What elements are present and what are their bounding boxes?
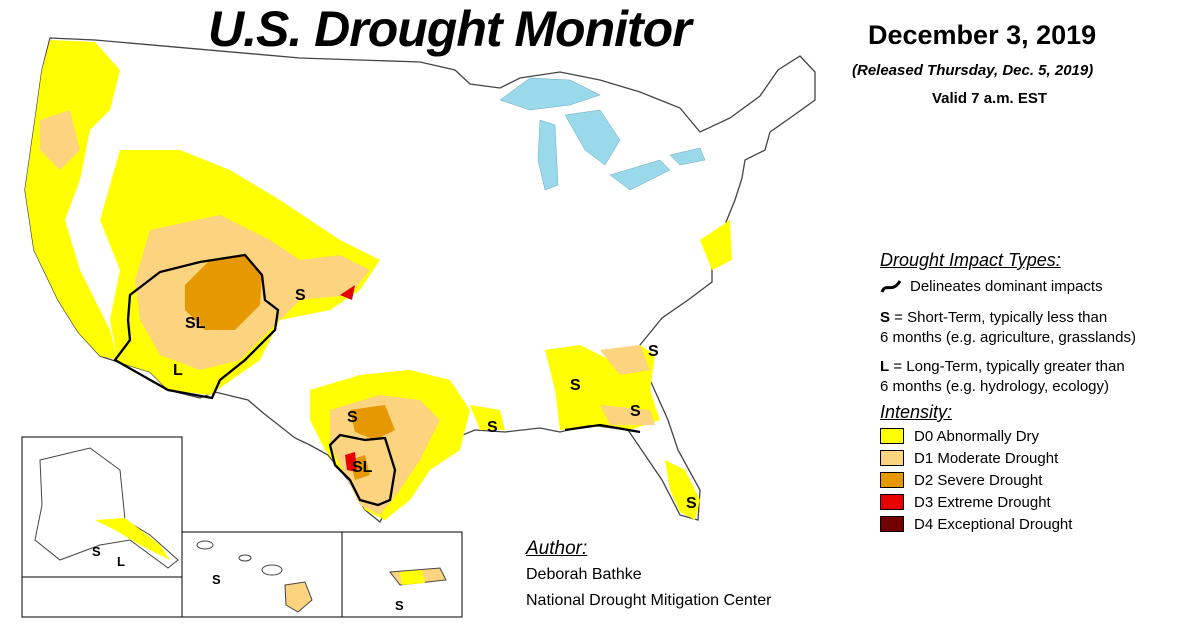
page-title: U.S. Drought Monitor (208, 1, 692, 57)
map-label-l-southwest: L (173, 362, 183, 379)
d2-areas (185, 255, 395, 480)
impact-delineates-row: Delineates dominant impacts (880, 278, 1103, 295)
impact-long-term: L = Long-Term, typically greater than 6 … (880, 357, 1125, 397)
alaska-d0 (95, 518, 170, 560)
map-label-s-texas: S (347, 409, 358, 426)
impact-short-desc1: = Short-Term, typically less than (890, 309, 1108, 326)
d3-areas (340, 285, 357, 472)
map-label-s-alabama: S (570, 377, 581, 394)
legend-swatch-d2 (880, 472, 904, 488)
great-lakes (499, 77, 706, 191)
map-label-l-alaska: L (117, 554, 125, 569)
map-label-s-central: S (295, 287, 306, 304)
impact-short-code: S (880, 309, 891, 326)
map-label-s-alaska: S (92, 544, 101, 559)
legend-swatch-d0 (880, 428, 904, 444)
legend-row-d1: D1 Moderate Drought (880, 447, 1072, 469)
map-label-s-carolina: S (648, 343, 659, 360)
impact-short-desc2: 6 months (e.g. agriculture, grasslands) (880, 329, 1136, 346)
map-label-s-louisiana: S (487, 419, 498, 436)
legend-swatch-d1 (880, 450, 904, 466)
impact-long-desc1: = Long-Term, typically greater than (889, 358, 1125, 375)
map-date: December 3, 2019 (868, 20, 1097, 50)
hawaii-islands (196, 540, 283, 576)
map-label-s-georgia: S (630, 403, 641, 420)
legend-row-d2: D2 Severe Drought (880, 469, 1072, 491)
legend-row-d4: D4 Exceptional Drought (880, 513, 1072, 535)
author-heading: Author: (526, 538, 588, 559)
legend-label-d3: D3 Extreme Drought (914, 493, 1051, 511)
release-note: (Released Thursday, Dec. 5, 2019) (852, 62, 1094, 79)
valid-time: Valid 7 a.m. EST (932, 90, 1048, 107)
legend-label-d4: D4 Exceptional Drought (914, 515, 1073, 533)
legend-label-d1: D1 Moderate Drought (914, 449, 1059, 467)
legend-row-d0: D0 Abnormally Dry (880, 425, 1072, 447)
puerto-rico-d0 (400, 570, 425, 585)
author-org: National Drought Mitigation Center (526, 592, 772, 609)
legend-label-d0: D0 Abnormally Dry (914, 427, 1040, 445)
legend-swatch-d4 (880, 516, 904, 532)
map-label-s-florida: S (686, 495, 697, 512)
author-name: Deborah Bathke (526, 566, 642, 583)
intensity-heading: Intensity: (880, 402, 953, 422)
legend-row-d3: D3 Extreme Drought (880, 491, 1072, 513)
impact-types-heading: Drought Impact Types: (880, 250, 1061, 270)
legend-swatch-d3 (880, 494, 904, 510)
impact-long-desc2: 6 months (e.g. hydrology, ecology) (880, 378, 1110, 395)
impact-delineates-text: Delineates dominant impacts (910, 278, 1103, 295)
map-label-s-puerto-rico: S (395, 598, 404, 613)
map-label-sl-texas: SL (352, 459, 373, 476)
impact-short-term: S = Short-Term, typically less than 6 mo… (880, 308, 1136, 348)
impact-long-code: L (880, 358, 890, 375)
legend-label-d2: D2 Severe Drought (914, 471, 1043, 489)
intensity-legend: D0 Abnormally Dry D1 Moderate Drought D2… (880, 425, 1072, 535)
map-label-s-hawaii: S (212, 572, 221, 587)
hawaii-big-island (284, 581, 313, 613)
impact-line-icon (880, 279, 902, 293)
map-label-sl-west: SL (185, 315, 206, 332)
